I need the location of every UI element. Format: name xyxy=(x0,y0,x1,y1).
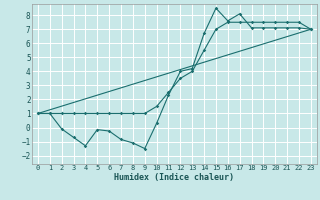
X-axis label: Humidex (Indice chaleur): Humidex (Indice chaleur) xyxy=(115,173,234,182)
